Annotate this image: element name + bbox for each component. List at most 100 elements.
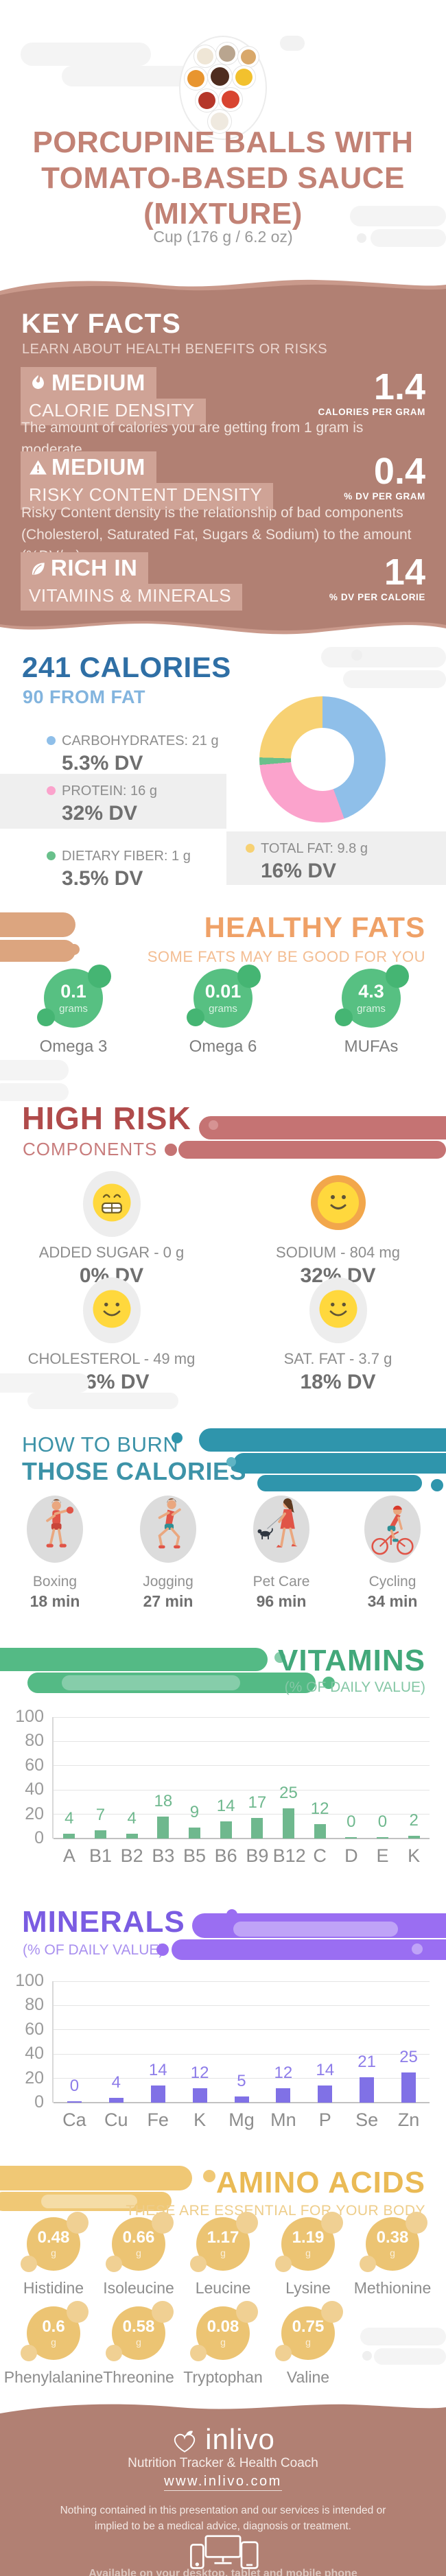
amino-acid-item: 0.58 g Threonine xyxy=(87,2301,190,2387)
chart-bar-value: 2 xyxy=(409,1811,419,1830)
chart-x-label: Mn xyxy=(270,2110,296,2130)
legend-dv-value: 32% DV xyxy=(62,802,138,825)
healthy-fat-value: 4.3 xyxy=(358,980,384,1002)
legend-name: CARBOHYDRATES: 21 g xyxy=(47,733,226,749)
legend-item: PROTEIN: 16 g 32% DV xyxy=(0,774,226,829)
chart-x-label: B12 xyxy=(272,1845,306,1866)
chart-bar-value: 4 xyxy=(64,1808,74,1828)
amino-acid-item: 1.17 g Leucine xyxy=(172,2212,274,2297)
activity-time: 96 min xyxy=(256,1592,307,1610)
key-fact-chips: RICH IN VITAMINS & MINERALS xyxy=(21,552,446,611)
chart-bar xyxy=(189,1828,200,1839)
page-title: PORCUPINE BALLS WITH TOMATO-BASED SAUCE … xyxy=(32,126,414,231)
inlivo-heart-leaf-logo-icon xyxy=(171,2431,205,2453)
amino-acid-unit: g xyxy=(390,2247,395,2258)
amino-acids-heading: AMINO ACIDS xyxy=(215,2166,425,2199)
chart-bar-value: 17 xyxy=(248,1793,267,1812)
wave-divider xyxy=(0,617,446,635)
burn-activity-item: Jogging 27 min xyxy=(124,1496,213,1611)
amino-acid-value: 1.19 xyxy=(292,2228,325,2247)
legend-color-dot xyxy=(47,736,56,745)
chart-gridline xyxy=(54,1765,430,1766)
chart-bar-value: 4 xyxy=(111,2072,121,2092)
chart-bar xyxy=(283,1808,294,1839)
amino-acid-circle: 0.66 g xyxy=(106,2212,174,2272)
emoji-background xyxy=(82,1171,141,1237)
footer-disclaimer: Nothing contained in this presentation a… xyxy=(60,2505,386,2533)
decorative-blob xyxy=(321,647,446,667)
amino-acid-unit: g xyxy=(51,2247,56,2258)
decorative-blob xyxy=(374,2348,446,2365)
amino-acid-value: 0.6 xyxy=(42,2317,65,2336)
decorative-blob xyxy=(0,912,75,937)
activity-illustration-bg xyxy=(364,1496,421,1563)
healthy-fat-name: Omega 3 xyxy=(39,1037,108,1056)
healthy-fat-unit: grams xyxy=(59,1002,88,1015)
amino-acid-unit: g xyxy=(51,2337,56,2348)
chart-bar xyxy=(318,2085,333,2103)
chart-x-label: K xyxy=(408,1845,421,1866)
decorative-blob xyxy=(343,670,446,688)
activity-illustration-bg xyxy=(253,1496,309,1563)
chart-bar xyxy=(95,1830,106,1839)
chart-x-label: B2 xyxy=(120,1845,143,1866)
chart-bar xyxy=(126,1833,138,1839)
footer-section: inlivo Nutrition Tracker & Health Coach … xyxy=(0,2401,446,2576)
chart-bar-value: 7 xyxy=(95,1805,106,1824)
chart-gridline xyxy=(54,2078,430,2079)
chart-bar-value: 14 xyxy=(316,2061,335,2080)
high-risk-label: CHOLESTEROL - 49 mg xyxy=(27,1350,196,1367)
brand-name: inlivo xyxy=(205,2423,275,2455)
activity-name: Jogging xyxy=(143,1574,193,1590)
vitamins-heading: VITAMINS xyxy=(278,1644,425,1677)
decorative-dot xyxy=(156,1943,169,1956)
petcare-figure xyxy=(255,1498,308,1561)
healthy-fats-heading: HEALTHY FATS xyxy=(204,911,425,943)
chart-bar-value: 25 xyxy=(399,2047,418,2066)
decorative-dot xyxy=(431,1479,443,1491)
healthy-fats-subheading: SOME FATS MAY BE GOOD FOR YOU xyxy=(147,948,425,965)
amino-acid-item: 0.48 g Histidine xyxy=(2,2212,105,2297)
chart-ytick-label: 60 xyxy=(25,2019,44,2039)
sauce-bowl xyxy=(222,91,239,108)
chart-x-label: P xyxy=(318,2110,331,2130)
decorative-dot xyxy=(209,1120,218,1130)
chart-x-label: A xyxy=(62,1845,75,1866)
amino-acid-name: Valine xyxy=(286,2368,330,2386)
amino-acid-value: 0.66 xyxy=(122,2228,155,2247)
chart-bar xyxy=(276,2088,291,2103)
chart-ytick-label: 20 xyxy=(25,1804,44,1823)
website-link[interactable]: www.inlivo.com xyxy=(164,2474,282,2491)
key-fact-chips: MEDIUM CALORIE DENSITY xyxy=(21,367,446,425)
healthy-fat-item: 4.3 grams MUFAs xyxy=(320,965,423,1056)
chart-y-axis xyxy=(52,1717,54,1839)
minerals-subheading: (% OF DAILY VALUE) xyxy=(23,1942,164,1958)
decorative-blob xyxy=(257,1475,422,1491)
chart-bar-value: 12 xyxy=(310,1799,329,1818)
high-risk-heading-section: HIGH RISK COMPONENTS xyxy=(0,1060,446,1166)
amino-acid-item: 0.38 g Methionine xyxy=(341,2212,444,2297)
high-risk-label: ADDED SUGAR - 0 g xyxy=(38,1244,185,1261)
amino-acid-circle: 1.17 g xyxy=(190,2212,258,2272)
chart-bar-value: 5 xyxy=(237,2072,246,2091)
amino-acid-value: 0.38 xyxy=(376,2228,409,2247)
healthy-fat-circle: 0.01 grams xyxy=(187,965,261,1028)
decorative-blob xyxy=(233,1453,446,1474)
chart-bar-value: 12 xyxy=(190,2063,209,2082)
key-fact-value-block: 1.4 CALORIES PER GRAM xyxy=(318,368,425,417)
healthy-fat-name: MUFAs xyxy=(344,1037,399,1056)
burn-activity-item: Cycling 34 min xyxy=(348,1496,437,1611)
activity-illustration-bg xyxy=(27,1496,83,1563)
chart-bar-value: 9 xyxy=(189,1803,200,1822)
chart-x-label: Fe xyxy=(147,2110,169,2130)
sauce-bowl xyxy=(235,69,253,86)
key-fact-unit: CALORIES PER GRAM xyxy=(318,407,425,417)
sauce-bowl xyxy=(197,48,213,64)
minerals-heading: MINERALS xyxy=(22,1905,185,1939)
key-fact-label: CALORIE DENSITY xyxy=(21,399,206,425)
decorative-blob xyxy=(350,206,446,226)
key-facts-subheading: LEARN ABOUT HEALTH BENEFITS OR RISKS xyxy=(22,342,328,357)
amino-acid-circle: 0.08 g xyxy=(190,2301,258,2361)
jogging-figure xyxy=(145,1498,191,1561)
